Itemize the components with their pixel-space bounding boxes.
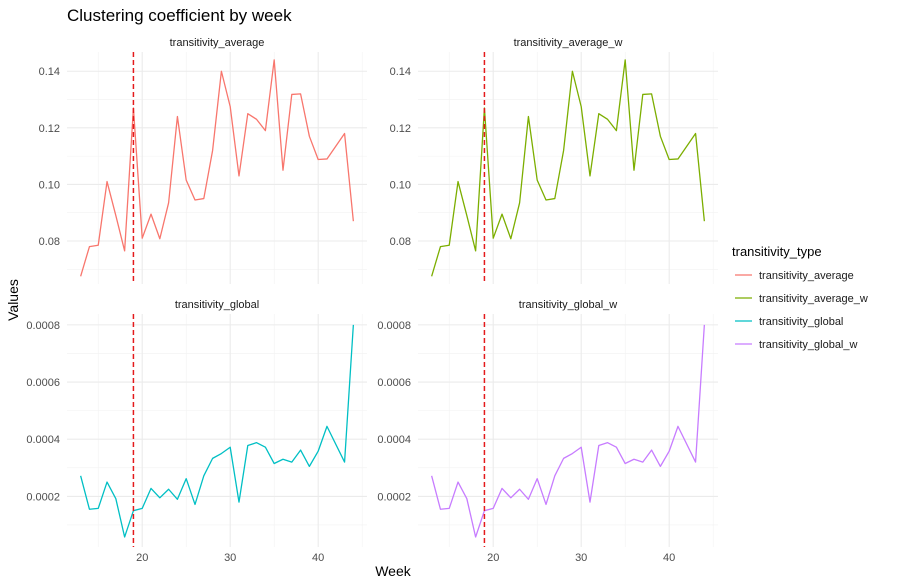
panel-strip-label: transitivity_average: [170, 37, 265, 49]
panel-strip-label: transitivity_average_w: [514, 37, 623, 49]
series-line-transitivity-global: [80, 324, 355, 538]
y-tick-label: 0.0006: [377, 377, 411, 389]
legend-item-transitivity-average-w: transitivity_average_w: [735, 293, 868, 305]
panel-strip-label: transitivity_global_w: [519, 299, 617, 311]
x-tick-label: 20: [487, 552, 499, 564]
legend-label: transitivity_average_w: [759, 293, 868, 305]
x-axis-label: Week: [375, 563, 412, 579]
panel-transitivity-average: transitivity_average 0.08 0.10 0.12 0.14: [39, 37, 367, 284]
series-line-transitivity-average: [80, 59, 355, 277]
y-tick-label: 0.12: [39, 123, 60, 135]
y-tick-label: 0.10: [390, 179, 411, 191]
series-line-transitivity-global-w: [431, 324, 706, 538]
y-tick-label: 0.0008: [26, 320, 60, 332]
legend-title: transitivity_type: [732, 244, 822, 259]
x-tick-label: 30: [224, 552, 236, 564]
y-tick-label: 0.0008: [377, 320, 411, 332]
panel-transitivity-global-w: transitivity_global_w 0.0002 0.0004 0.0006 0…: [377, 299, 718, 564]
y-axis-label: Values: [5, 279, 21, 321]
y-tick-label: 0.0002: [26, 491, 60, 503]
x-tick-label: 30: [575, 552, 587, 564]
y-tick-label: 0.14: [390, 66, 411, 78]
facet-panels: transitivity_average0.080.100.120.14tran…: [26, 37, 718, 564]
y-tick-label: 0.0004: [377, 434, 411, 446]
legend-label: transitivity_average: [759, 270, 854, 282]
y-tick-label: 0.12: [390, 123, 411, 135]
y-tick-label: 0.08: [390, 236, 411, 248]
panel-transitivity-average-w: transitivity_average_w 0.08 0.10 0.12 0.14: [390, 37, 718, 284]
x-tick-label: 20: [136, 552, 148, 564]
y-tick-label: 0.0004: [26, 434, 60, 446]
x-tick-label: 40: [663, 552, 675, 564]
legend-item-transitivity-average: transitivity_average: [735, 270, 854, 282]
y-tick-label: 0.10: [39, 179, 60, 191]
series-line-transitivity-average-w: [431, 59, 706, 277]
y-tick-label: 0.0002: [377, 491, 411, 503]
y-tick-label: 0.0006: [26, 377, 60, 389]
y-tick-label: 0.08: [39, 236, 60, 248]
y-tick-label: 0.14: [39, 66, 60, 78]
legend-item-transitivity-global: transitivity_global: [735, 316, 843, 328]
panel-strip-label: transitivity_global: [175, 299, 259, 311]
panel-transitivity-global: transitivity_global 0.0002 0.0004 0.0006 0.0…: [26, 299, 367, 564]
legend-item-transitivity-global-w: transitivity_global_w: [735, 339, 857, 351]
legend: transitivity_type transitivity_averagetr…: [732, 244, 868, 351]
legend-label: transitivity_global_w: [759, 339, 857, 351]
chart-title: Clustering coefficient by week: [67, 6, 292, 25]
legend-label: transitivity_global: [759, 316, 843, 328]
x-tick-label: 40: [312, 552, 324, 564]
